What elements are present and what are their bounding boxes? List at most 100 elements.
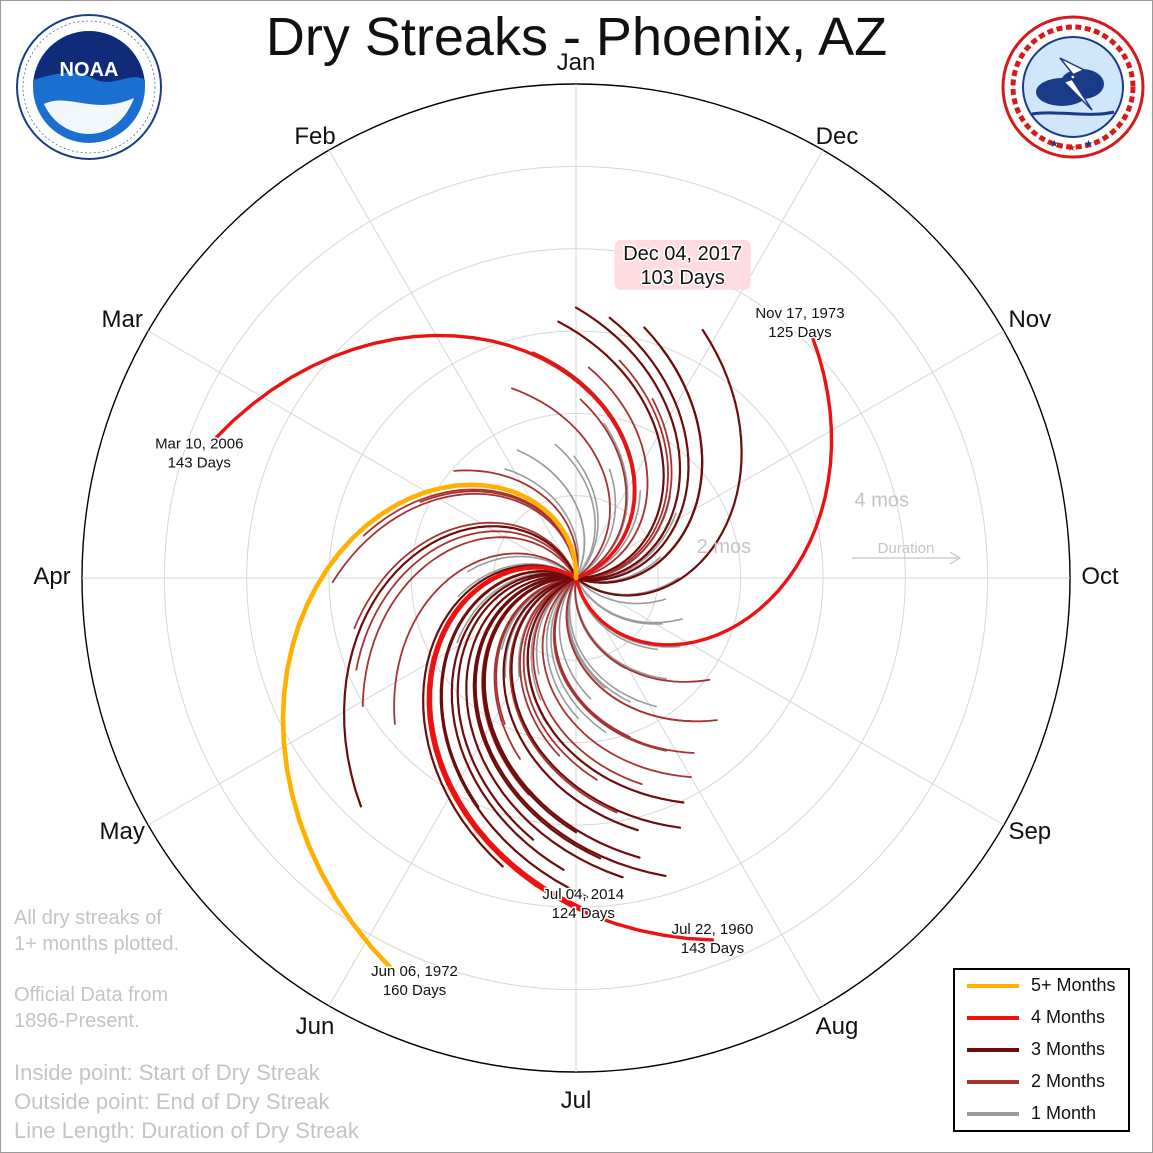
streak-line	[493, 577, 577, 760]
streak-annotation: Nov 17, 1973 125 Days	[754, 303, 846, 342]
legend-label: 2 Months	[1031, 1071, 1106, 1091]
radial-axis-label: Duration	[878, 540, 935, 557]
streak-annotation: Jun 06, 1972 160 Days	[370, 961, 460, 1000]
streak-line	[574, 316, 690, 582]
annotation-date: Nov 17, 1973	[755, 305, 844, 322]
streak-line	[453, 469, 579, 579]
streak-line	[532, 577, 643, 785]
legend-swatch	[967, 1080, 1019, 1084]
month-label-oct: Oct	[1081, 563, 1119, 590]
annotation-days: 143 Days	[168, 454, 231, 471]
streak-line	[545, 577, 580, 720]
legend-item: 1 Month	[967, 1100, 1127, 1128]
note-line: Outside point: End of Dry Streak	[14, 1089, 330, 1114]
streak-lines	[213, 306, 834, 973]
duration-arrowhead	[949, 551, 962, 565]
note-line: Line Length: Duration of Dry Streak	[14, 1118, 359, 1143]
streak-line	[422, 564, 578, 868]
annotated-streak-line	[428, 566, 595, 915]
streak-line	[353, 521, 577, 630]
month-label-feb: Feb	[294, 123, 335, 150]
note-plotted: All dry streaks of 1+ months plotted.	[14, 905, 179, 957]
streak-line	[456, 573, 578, 841]
month-label-aug: Aug	[816, 1013, 859, 1040]
streak-line	[541, 577, 692, 778]
month-label-jul: Jul	[561, 1087, 592, 1114]
streak-line	[519, 577, 577, 757]
annotation-days: 103 Days	[640, 267, 725, 289]
streak-line	[439, 569, 589, 899]
svg-text:★: ★	[1067, 143, 1076, 154]
streak-annotation: Jul 22, 1960 143 Days	[670, 919, 755, 958]
streak-line	[511, 387, 611, 579]
streak-line	[574, 345, 704, 584]
streak-line	[361, 536, 577, 707]
streak-line	[331, 493, 577, 584]
noaa-logo: NOAA	[16, 14, 162, 160]
streak-line	[554, 443, 597, 579]
streak-line	[565, 577, 718, 723]
annotated-streak-line	[280, 482, 579, 973]
streak-line	[509, 577, 618, 814]
streak-line	[450, 572, 578, 871]
month-label-jan: Jan	[557, 49, 596, 76]
month-label-jun: Jun	[296, 1013, 335, 1040]
streak-line	[553, 577, 667, 752]
legend-item: 4 Months	[967, 1004, 1127, 1032]
legend-label: 3 Months	[1031, 1039, 1106, 1059]
legend-swatch	[967, 1112, 1019, 1116]
streak-line	[575, 359, 670, 579]
legend-label: 5+ Months	[1031, 975, 1116, 995]
streak-annotation: Mar 10, 2006 143 Days	[154, 434, 245, 473]
spoke-gridline	[575, 330, 1005, 579]
streak-line	[502, 576, 639, 832]
note-line: Inside point: Start of Dry Streak	[14, 1060, 320, 1085]
radial-tick-label: 2 mos	[697, 536, 751, 558]
streak-line	[342, 525, 578, 808]
note-line: 1896-Present.	[14, 1010, 140, 1032]
streak-line	[558, 577, 592, 700]
streak-line	[575, 398, 628, 579]
streak-line	[575, 577, 667, 605]
note-line: Official Data from	[14, 984, 169, 1006]
annotated-streak-line	[574, 334, 834, 647]
streak-line	[474, 576, 667, 877]
streak-line	[567, 577, 631, 703]
spoke-gridline	[575, 577, 824, 1007]
streak-line	[526, 576, 685, 804]
note-line: All dry streaks of	[14, 907, 162, 929]
chart-labels: Jan Dec Nov Oct Sep Aug Jul Jun May Apr Mar Feb 2 mo…	[33, 49, 1119, 1114]
spoke-gridline	[575, 577, 1005, 826]
legend-item: 3 Months	[967, 1036, 1127, 1064]
noaa-logo-text: NOAA	[60, 59, 119, 81]
legend-item: 5+ Months	[967, 972, 1127, 1000]
annotation-date: Mar 10, 2006	[155, 435, 243, 452]
streak-line	[573, 455, 599, 579]
legend-swatch	[967, 984, 1019, 988]
streak-line	[575, 468, 617, 579]
legend-label: 1 Month	[1031, 1103, 1097, 1123]
note-line: 1+ months plotted.	[14, 933, 180, 955]
month-label-nov: Nov	[1008, 306, 1051, 333]
streak-line	[557, 320, 665, 580]
streak-line	[575, 398, 673, 580]
streak-line	[504, 468, 580, 579]
streak-line	[553, 577, 695, 754]
annotated-streak-line	[213, 333, 637, 580]
streak-line	[568, 577, 657, 708]
note-explain: Inside point: Start of Dry Streak Outsid…	[14, 1058, 359, 1145]
month-label-sep: Sep	[1008, 818, 1051, 845]
streak-line	[355, 530, 577, 671]
streak-annotation: Jul 04, 2014 124 Days	[541, 884, 626, 923]
legend: 5+ Months 4 Months 3 Months 2 Months 1 M…	[953, 968, 1130, 1132]
streak-line	[574, 306, 682, 581]
annotation-date: Dec 04, 2017	[623, 243, 742, 265]
streak-line	[510, 576, 682, 829]
legend-label: 4 Months	[1031, 1007, 1106, 1027]
annotation-days: 124 Days	[552, 905, 615, 922]
streak-line	[483, 576, 641, 859]
note-official: Official Data from 1896-Present.	[14, 982, 168, 1034]
annotation-date: Jul 04, 2014	[542, 886, 624, 903]
